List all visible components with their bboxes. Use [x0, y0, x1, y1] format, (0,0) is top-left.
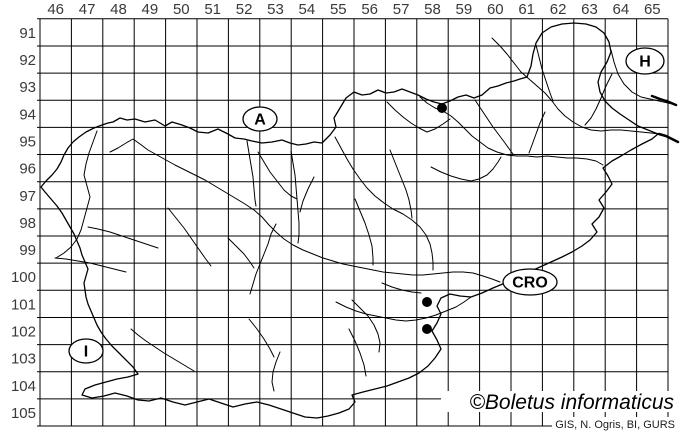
river-path: [109, 138, 501, 283]
river-network: [54, 37, 680, 392]
river-path: [87, 226, 159, 249]
river-path: [248, 318, 275, 358]
attribution-text: GIS, N. Ogris, BI, GURS: [555, 419, 675, 431]
river-path: [167, 207, 212, 267]
river-path: [657, 132, 680, 144]
country-border: [40, 22, 659, 419]
row-axis-labels: 91 92 93 94 95 96 97 98 99 100 101 102 103 104 105: [11, 25, 36, 422]
column-label: 60: [487, 1, 504, 18]
river-path: [386, 101, 451, 133]
row-label: 100: [11, 269, 36, 286]
column-label: 62: [550, 1, 567, 18]
occurrence-dot[interactable]: [437, 103, 447, 113]
country-ellipse: [502, 268, 558, 296]
country-label: A: [254, 112, 266, 129]
river-path: [299, 176, 315, 213]
occurrence-dot[interactable]: [422, 324, 432, 334]
column-axis-labels: 46 47 48 49 50 51 52 53 54 55 56 57 58 59 60 61 62 63 64 65: [47, 1, 660, 18]
column-label: 51: [204, 1, 221, 18]
column-label: 52: [236, 1, 253, 18]
row-label: 95: [19, 133, 36, 150]
row-label: 93: [19, 79, 36, 96]
country-ellipse: [625, 47, 665, 75]
river-path: [650, 94, 678, 107]
column-label: 59: [456, 1, 473, 18]
river-path: [348, 328, 367, 377]
row-label: 94: [19, 106, 36, 123]
river-path: [227, 237, 255, 269]
row-label: 105: [11, 405, 36, 422]
river-path: [334, 136, 434, 271]
column-label: 56: [361, 1, 378, 18]
country-ellipse: [68, 338, 104, 364]
row-label: 98: [19, 215, 36, 232]
country-label: CRO: [512, 275, 548, 292]
river-path: [419, 96, 604, 166]
column-label: 57: [393, 1, 410, 18]
column-label: 58: [424, 1, 441, 18]
river-path: [491, 37, 522, 73]
occurrence-dot[interactable]: [422, 297, 432, 307]
river-path: [520, 71, 660, 135]
country-label: I: [84, 344, 88, 361]
column-label: 54: [299, 1, 316, 18]
credits: ©Boletus informaticus GIS, N. Ogris, BI,…: [441, 391, 678, 431]
river-path: [381, 282, 422, 294]
copyright-backdrop: [441, 391, 678, 412]
row-label: 91: [19, 25, 36, 42]
column-label: 61: [518, 1, 535, 18]
attribution-backdrop: [552, 417, 678, 430]
river-path: [271, 351, 281, 392]
river-path: [354, 198, 374, 266]
column-label: 50: [173, 1, 190, 18]
river-path: [130, 328, 195, 372]
river-path: [257, 151, 298, 200]
river-path: [335, 296, 472, 322]
row-label: 104: [11, 378, 36, 395]
column-label: 55: [330, 1, 347, 18]
country-ellipse: [242, 106, 278, 132]
river-path: [54, 257, 127, 273]
river-path: [430, 156, 502, 182]
river-path: [55, 130, 98, 259]
column-label: 47: [79, 1, 96, 18]
river-path: [474, 99, 514, 155]
river-path: [535, 44, 554, 102]
river-path: [584, 73, 613, 126]
copyright-text: ©Boletus informaticus: [469, 391, 674, 414]
river-path: [351, 299, 381, 353]
row-label: 101: [11, 296, 36, 313]
grid-lines: [37, 18, 669, 427]
river-path: [389, 149, 413, 219]
river-path: [610, 49, 677, 106]
column-label: 63: [581, 1, 598, 18]
column-label: 65: [644, 1, 661, 18]
row-label: 97: [19, 188, 36, 205]
column-label: 48: [110, 1, 127, 18]
row-label: 96: [19, 161, 36, 178]
country-labels: A H CRO I: [68, 47, 665, 364]
column-label: 49: [142, 1, 159, 18]
occurrence-dots: [422, 103, 447, 334]
row-label: 102: [11, 324, 36, 341]
row-label: 103: [11, 351, 36, 368]
river-path: [249, 223, 277, 295]
column-label: 53: [267, 1, 284, 18]
river-path: [528, 111, 546, 154]
slovenia-border-path: [40, 22, 659, 419]
country-label: H: [639, 54, 651, 71]
column-label: 46: [47, 1, 64, 18]
river-path: [246, 140, 257, 207]
row-label: 92: [19, 52, 36, 69]
column-label: 64: [613, 1, 630, 18]
row-label: 99: [19, 242, 36, 259]
